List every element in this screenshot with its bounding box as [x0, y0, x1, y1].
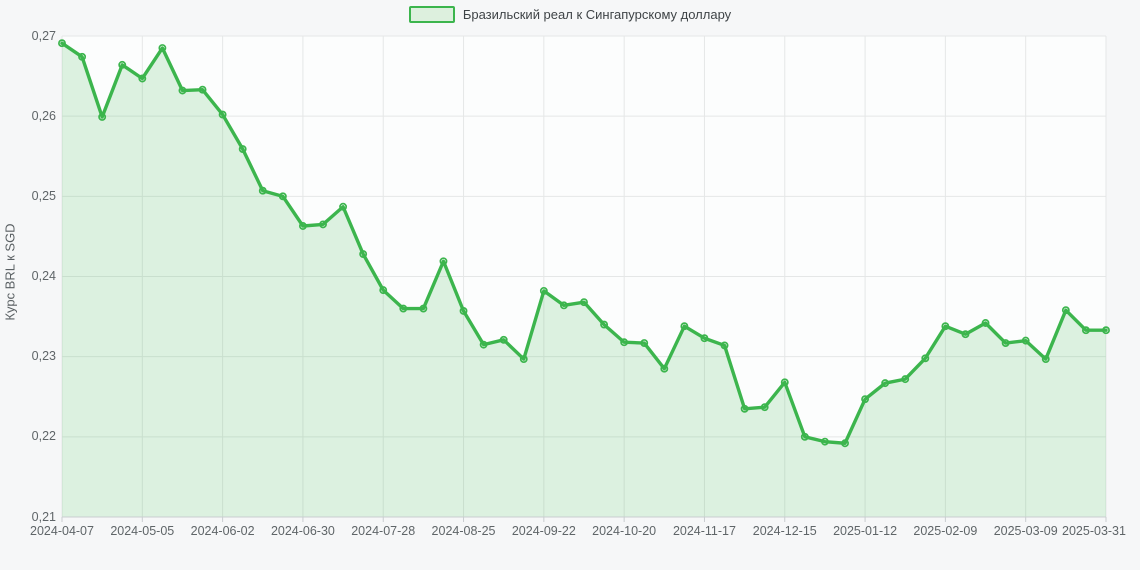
legend-item[interactable]: Бразильский реал к Сингапурскому доллару — [0, 6, 1140, 23]
data-point-marker[interactable] — [78, 52, 87, 61]
x-tick-label: 2025-03-09 — [993, 524, 1058, 538]
data-point-marker[interactable] — [359, 250, 368, 259]
data-point-marker[interactable] — [680, 322, 689, 331]
data-point-marker[interactable] — [298, 222, 307, 230]
data-point-marker[interactable] — [921, 354, 930, 363]
data-point-marker[interactable] — [640, 339, 649, 347]
x-tick-label: 2025-01-12 — [833, 524, 898, 538]
data-point-marker[interactable] — [559, 301, 568, 310]
data-point-marker[interactable] — [539, 286, 548, 295]
series-line — [60, 41, 1108, 445]
x-tick-label: 2024-09-22 — [511, 524, 576, 538]
data-point-marker[interactable] — [700, 334, 709, 343]
data-point-marker[interactable] — [158, 44, 167, 52]
data-point-marker[interactable] — [841, 439, 849, 448]
x-tick-label: 2024-10-20 — [592, 524, 657, 538]
x-tick-label: 2024-04-07 — [30, 524, 94, 538]
data-point-marker[interactable] — [580, 298, 588, 307]
data-point-marker[interactable] — [138, 74, 147, 83]
data-point-marker[interactable] — [600, 320, 609, 329]
data-point-marker[interactable] — [901, 375, 910, 384]
area-fill — [62, 43, 1106, 518]
data-point-marker[interactable] — [660, 364, 669, 373]
data-point-marker[interactable] — [881, 379, 890, 388]
x-tick-label: 2024-06-02 — [190, 524, 255, 538]
x-tick-label: 2024-06-30 — [270, 524, 335, 538]
data-point-marker[interactable] — [1041, 355, 1050, 364]
y-tick-label: 0,23 — [31, 349, 56, 364]
data-point-marker[interactable] — [419, 304, 428, 313]
data-point-marker[interactable] — [519, 355, 528, 364]
data-point-marker[interactable] — [58, 39, 66, 48]
x-tick-label: 2024-05-05 — [110, 524, 175, 538]
data-point-marker[interactable] — [459, 307, 468, 315]
data-point-marker[interactable] — [1081, 326, 1090, 335]
data-point-marker[interactable] — [98, 113, 107, 121]
data-point-marker[interactable] — [278, 192, 287, 201]
data-point-marker[interactable] — [620, 338, 629, 347]
data-point-marker[interactable] — [820, 437, 829, 446]
data-point-marker[interactable] — [238, 145, 247, 153]
series-swatch-icon — [408, 6, 455, 23]
x-tick-label: 2024-08-25 — [431, 524, 496, 538]
data-point-marker[interactable] — [399, 304, 408, 313]
data-point-marker[interactable] — [218, 110, 227, 119]
data-point-marker[interactable] — [499, 335, 508, 344]
data-point-marker[interactable] — [1021, 336, 1030, 345]
data-point-marker[interactable] — [379, 286, 388, 295]
x-tick-label: 2025-02-09 — [913, 524, 978, 538]
y-tick-label: 0,26 — [31, 108, 56, 123]
data-point-marker[interactable] — [981, 319, 990, 327]
y-tick-label: 0,22 — [31, 429, 56, 444]
data-point-marker[interactable] — [760, 403, 769, 412]
data-point-marker[interactable] — [178, 86, 187, 95]
data-point-marker[interactable] — [780, 378, 789, 387]
legend-series-label: Бразильский реал к Сингапурскому доллару — [462, 7, 732, 22]
data-point-marker[interactable] — [1061, 306, 1070, 315]
y-tick-label: 0,24 — [31, 269, 56, 283]
data-point-marker[interactable] — [339, 202, 348, 211]
x-tick-label: 2024-12-15 — [752, 524, 817, 538]
data-point-marker[interactable] — [800, 432, 809, 441]
data-point-marker[interactable] — [198, 85, 207, 94]
data-point-marker[interactable] — [319, 220, 327, 229]
data-point-marker[interactable] — [941, 322, 950, 331]
data-point-marker[interactable] — [258, 186, 267, 195]
data-point-marker[interactable] — [720, 341, 729, 350]
y-tick-label: 0,25 — [31, 188, 56, 203]
data-point-marker[interactable] — [740, 404, 749, 413]
x-tick-label: 2024-07-28 — [351, 524, 416, 538]
data-point-marker[interactable] — [1001, 339, 1010, 347]
data-point-marker[interactable] — [1102, 326, 1110, 335]
y-tick-label: 0,21 — [31, 509, 56, 524]
data-point-marker[interactable] — [961, 330, 970, 339]
y-tick-label: 0,27 — [31, 28, 56, 43]
data-point-marker[interactable] — [861, 395, 870, 404]
data-point-marker[interactable] — [118, 60, 127, 69]
x-tick-label: 2025-03-31 — [1062, 524, 1126, 538]
data-point-marker[interactable] — [479, 340, 488, 349]
data-point-marker[interactable] — [439, 257, 448, 266]
x-tick-label: 2024-11-17 — [672, 524, 736, 538]
